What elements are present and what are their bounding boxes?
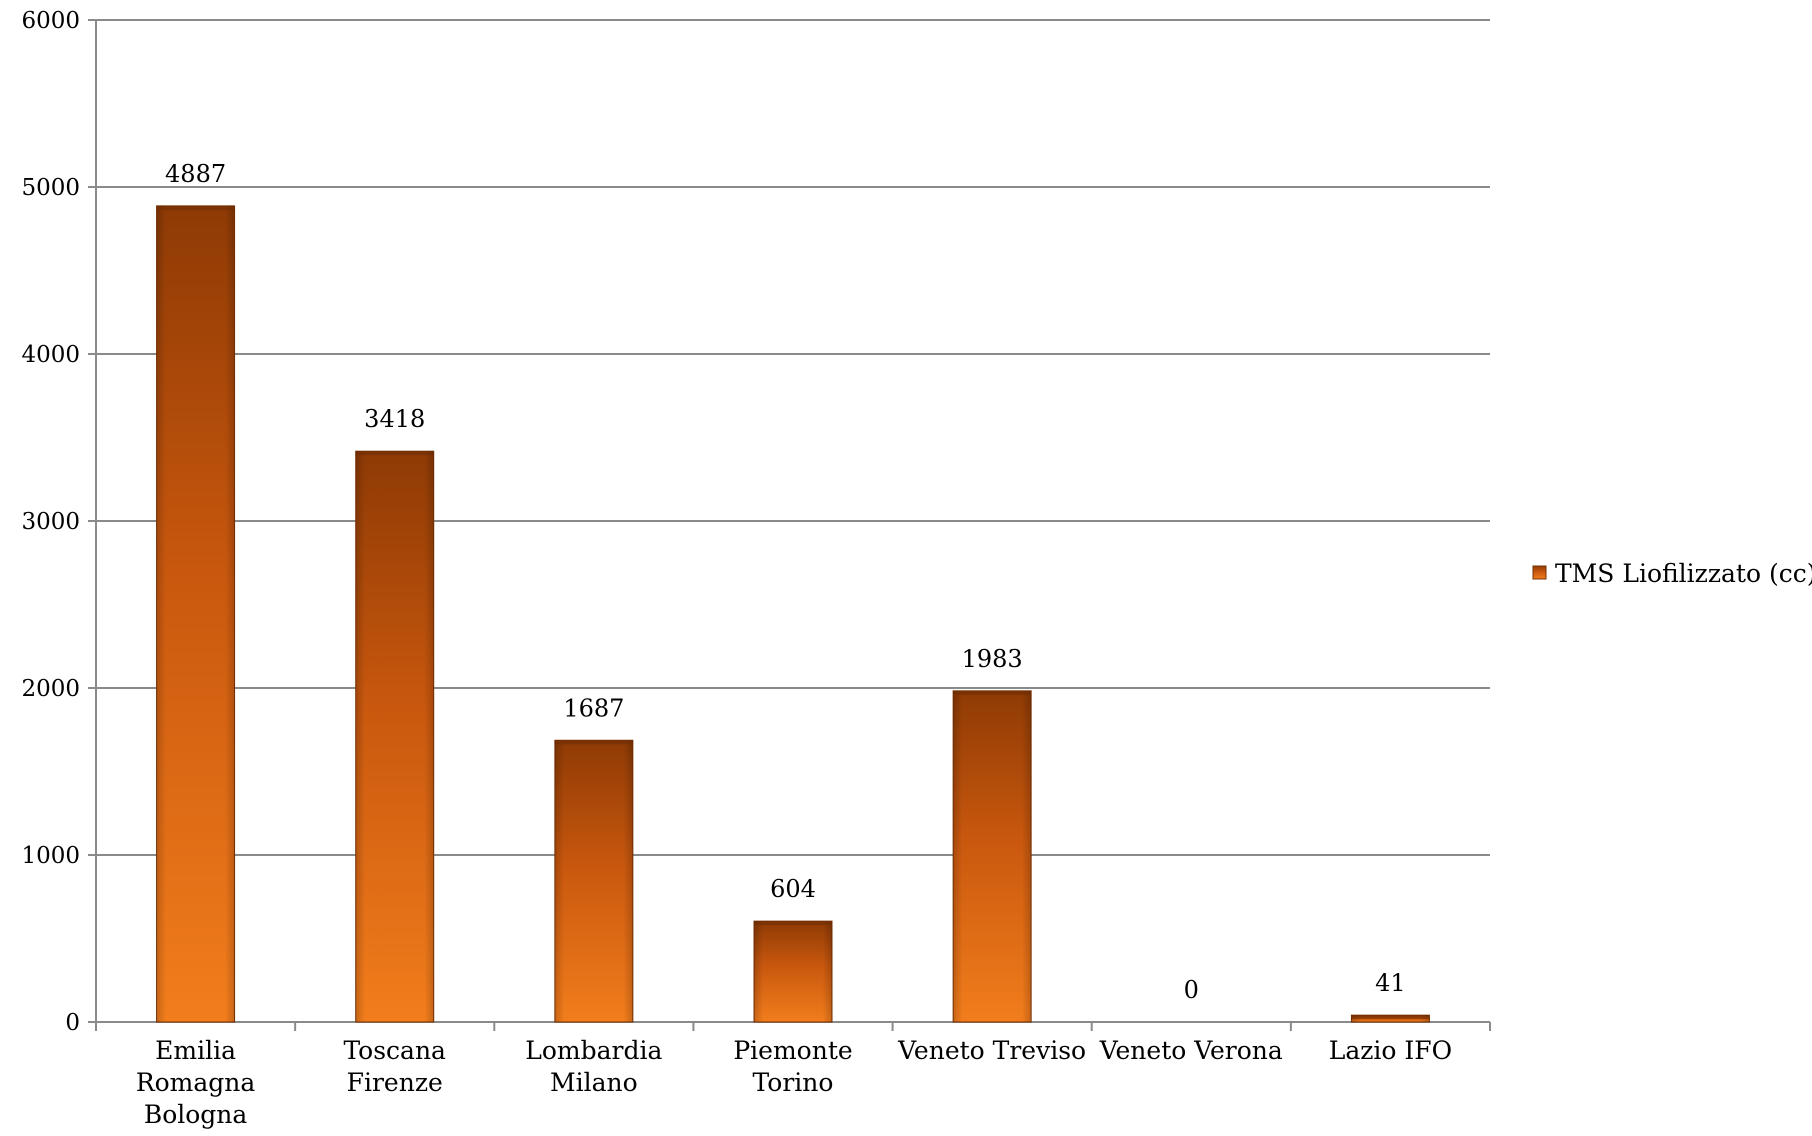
bars	[156, 205, 1430, 1023]
data-label: 0	[1184, 976, 1199, 1004]
data-labels: 4887 3418 1687 604 1983 0 41	[165, 160, 1406, 1004]
bar-shade	[156, 205, 235, 1023]
x-tick-label-line: Piemonte	[733, 1036, 852, 1065]
x-tick-label: Emilia Romagna Bologna	[136, 1036, 256, 1129]
x-tick-label: Lombardia Milano	[525, 1036, 662, 1097]
bar-top-edge	[156, 205, 235, 210]
x-tick-label-line: Torino	[753, 1068, 834, 1097]
x-tick-label-line: Veneto Verona	[1099, 1036, 1283, 1065]
data-label: 604	[770, 875, 816, 903]
legend-swatch	[1532, 565, 1547, 580]
x-tick-label-line: Firenze	[347, 1068, 443, 1097]
x-tick-label: Piemonte Torino	[733, 1036, 852, 1097]
bar-top-edge	[355, 451, 434, 456]
y-tick-label: 0	[65, 1010, 80, 1036]
x-tick-label: Veneto Treviso	[897, 1036, 1086, 1065]
bar-shade	[355, 451, 434, 1023]
legend-label: TMS Liofilizzato (cc)	[1555, 559, 1812, 588]
bar-shade	[754, 921, 832, 1022]
y-tick-label: 2000	[21, 676, 80, 702]
x-tick-label-line: Romagna	[136, 1068, 256, 1097]
bar-top-edge	[554, 740, 633, 745]
y-tick-label: 3000	[21, 509, 80, 535]
legend: TMS Liofilizzato (cc)	[1532, 559, 1812, 588]
bar-shade	[953, 690, 1032, 1022]
y-tick-label: 6000	[21, 8, 80, 34]
x-tick-label-line: Emilia	[155, 1036, 236, 1065]
gridlines	[96, 19, 1490, 856]
data-label: 1687	[563, 694, 624, 722]
data-label: 4887	[165, 160, 226, 188]
x-tick-label-line: Lazio IFO	[1329, 1036, 1452, 1065]
y-tick-label: 5000	[21, 175, 80, 201]
x-tick-label-line: Bologna	[144, 1100, 248, 1129]
x-tick-label: Toscana Firenze	[343, 1036, 446, 1097]
bar-top-edge	[1351, 1015, 1430, 1020]
x-tick-label-line: Toscana	[343, 1036, 446, 1065]
bar-shade	[554, 740, 633, 1022]
data-label: 3418	[364, 405, 425, 433]
data-label: 41	[1375, 969, 1406, 997]
x-tick-label-line: Lombardia	[525, 1036, 662, 1065]
x-tick-label: Veneto Verona	[1099, 1036, 1283, 1065]
data-label: 1983	[962, 645, 1023, 673]
y-tick-label: 4000	[21, 342, 80, 368]
y-tick-label: 1000	[21, 843, 80, 869]
x-tick-label: Lazio IFO	[1329, 1036, 1452, 1065]
bar-top-edge	[754, 921, 832, 926]
x-tick-label-line: Milano	[550, 1068, 638, 1097]
axes: 0 1000 2000 3000 4000 5000 6000 Emilia Romagna Bo…	[21, 8, 1491, 1129]
x-tick-label-line: Veneto Treviso	[897, 1036, 1086, 1065]
bar-top-edge	[953, 690, 1032, 695]
